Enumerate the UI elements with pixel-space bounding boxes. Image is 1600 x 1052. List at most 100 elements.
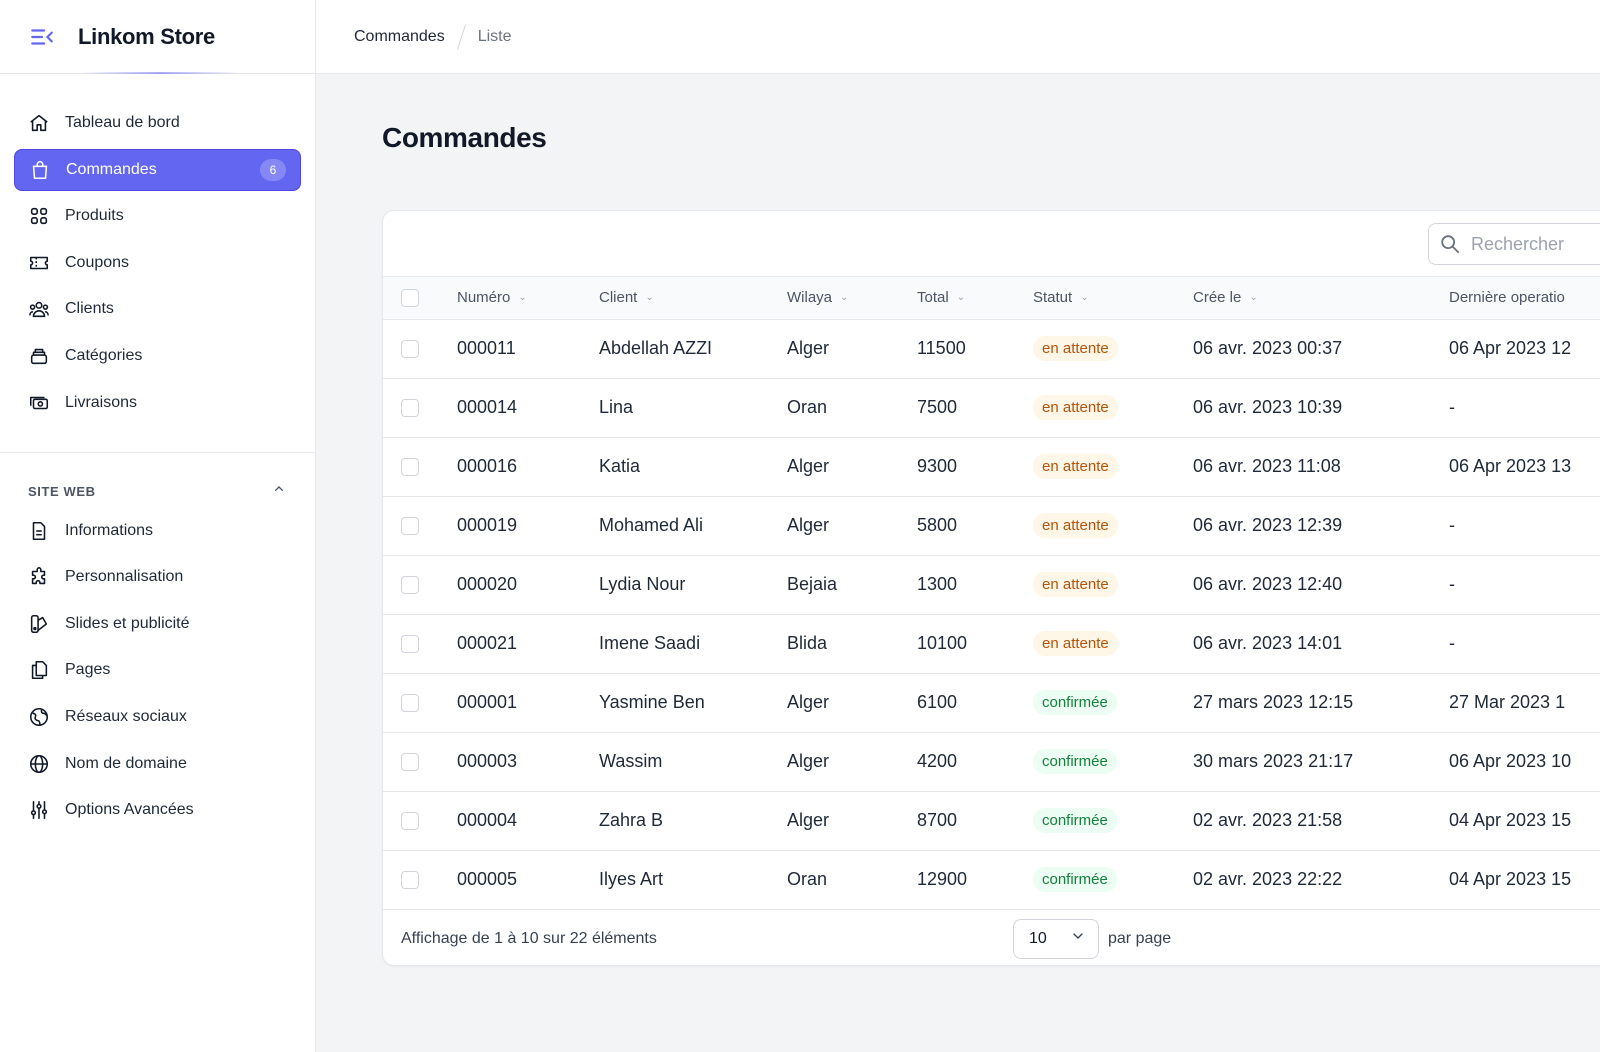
cell-client: Katia (599, 456, 641, 476)
cell-wilaya: Alger (787, 692, 830, 712)
globe-icon (28, 753, 50, 775)
site-web-nav: Informations Personnalisation Slides et … (0, 510, 315, 832)
cell-client: Yasmine Ben (599, 692, 705, 712)
sidebar-item-orders[interactable]: Commandes 6 (14, 148, 301, 191)
sidebar-item-label: Coupons (65, 253, 130, 271)
site-web-section-header[interactable]: SITE WEB (0, 453, 315, 510)
cell-cree-le: 06 avr. 2023 00:37 (1193, 338, 1343, 358)
cell-cree-le: 06 avr. 2023 11:08 (1193, 456, 1341, 476)
sidebar-item-dashboard[interactable]: Tableau de bord (14, 102, 301, 144)
sort-chevron-icon: ⌄ (840, 292, 849, 304)
users-icon (28, 298, 50, 320)
table-row[interactable]: 000021 Imene Saadi Blida 10100 en attente 06 … (383, 614, 1600, 673)
brand-header: Linkom Store (0, 0, 315, 74)
sidebar-item-label: Livraisons (65, 393, 138, 411)
sidebar-item-domain[interactable]: Nom de domaine (14, 743, 301, 785)
cell-client: Ilyes Art (599, 869, 664, 889)
grid-icon (28, 205, 50, 227)
cell-cree-le: 06 avr. 2023 14:01 (1193, 633, 1343, 653)
table-row[interactable]: 000014 Lina Oran 7500 en attente 06 avr. 2023… (383, 378, 1600, 437)
row-checkbox[interactable] (401, 753, 419, 772)
chevron-up-icon[interactable] (271, 481, 287, 502)
search-box[interactable] (1428, 223, 1600, 265)
sidebar-item-clients[interactable]: Clients (14, 288, 301, 330)
sidebar-item-pages[interactable]: Pages (14, 649, 301, 691)
sidebar-item-advanced[interactable]: Options Avancées (14, 789, 301, 831)
table-toolbar (383, 211, 1600, 277)
cell-cree-le: 06 avr. 2023 12:39 (1193, 515, 1343, 535)
column-header-client[interactable]: Client ⌄ (599, 289, 654, 307)
row-checkbox[interactable] (401, 399, 419, 418)
sidebar-item-social[interactable]: Réseaux sociaux (14, 696, 301, 738)
table-row[interactable]: 000003 Wassim Alger 4200 confirmée 30 mars 20… (383, 732, 1600, 791)
status-badge: en attente (1033, 631, 1118, 656)
sidebar-item-coupons[interactable]: Coupons (14, 242, 301, 284)
sidebar-item-categories[interactable]: Catégories (14, 335, 301, 377)
sidebar-item-personnalisation[interactable]: Personnalisation (14, 556, 301, 598)
status-badge: en attente (1033, 572, 1118, 597)
cell-wilaya: Oran (787, 397, 828, 417)
sort-chevron-icon: ⌄ (956, 292, 966, 304)
sidebar-item-label: Nom de domaine (65, 754, 187, 772)
row-checkbox[interactable] (401, 517, 419, 536)
search-input[interactable] (1471, 233, 1600, 255)
collapse-menu-icon[interactable] (28, 23, 56, 51)
status-badge: confirmée (1033, 867, 1117, 892)
breadcrumb-orders[interactable]: Commandes (354, 27, 445, 45)
column-header-wilaya[interactable]: Wilaya ⌄ (787, 289, 849, 307)
column-header-statut[interactable]: Statut ⌄ (1033, 289, 1089, 307)
shopping-bag-icon (29, 159, 51, 181)
row-checkbox[interactable] (401, 576, 419, 595)
cell-numero: 000019 (457, 515, 518, 535)
table-row[interactable]: 000020 Lydia Nour Bejaia 1300 en attente 06 a… (383, 555, 1600, 614)
row-checkbox[interactable] (401, 635, 419, 654)
cell-cree-le: 02 avr. 2023 21:58 (1193, 810, 1343, 830)
column-header-total[interactable]: Total ⌄ (917, 289, 966, 307)
table-row[interactable]: 000016 Katia Alger 9300 en attente 06 avr. 20… (383, 437, 1600, 496)
chevron-down-icon (1070, 928, 1086, 949)
sidebar-item-label: Options Avancées (65, 801, 194, 819)
row-checkbox[interactable] (401, 458, 419, 477)
cell-client: Abdellah AZZI (599, 338, 713, 358)
row-checkbox[interactable] (401, 694, 419, 713)
cell-total: 11500 (917, 338, 966, 358)
per-page-control: 10 par page (1013, 918, 1171, 959)
column-header-numero[interactable]: Numéro ⌄ (457, 289, 527, 307)
cell-wilaya: Bejaia (787, 574, 838, 594)
table-row[interactable]: 000019 Mohamed Ali Alger 5800 en attente 06 a… (383, 496, 1600, 555)
sidebar-item-label: Pages (65, 661, 111, 679)
column-header-derniere-operation[interactable]: Dernière operatio (1449, 289, 1565, 307)
table-footer: Affichage de 1 à 10 sur 22 éléments 10 p… (383, 910, 1600, 966)
cell-numero: 000004 (457, 810, 518, 830)
cell-cree-le: 02 avr. 2023 22:22 (1193, 869, 1343, 889)
sidebar-item-informations[interactable]: Informations (14, 510, 301, 552)
cell-total: 8700 (917, 810, 958, 830)
sidebar-item-products[interactable]: Produits (14, 195, 301, 237)
page-title: Commandes (382, 122, 547, 153)
sidebar-item-slides[interactable]: Slides et publicité (14, 603, 301, 645)
status-badge: confirmée (1033, 808, 1117, 833)
sidebar-item-deliveries[interactable]: Livraisons (14, 382, 301, 424)
row-checkbox[interactable] (401, 871, 419, 890)
cell-client: Imene Saadi (599, 633, 701, 653)
swatch-icon (28, 613, 50, 635)
select-all-checkbox[interactable] (401, 288, 419, 307)
table-row[interactable]: 000001 Yasmine Ben Alger 6100 confirmée 27 ma… (383, 673, 1600, 732)
table-row[interactable]: 000005 Ilyes Art Oran 12900 confirmée 02 avr.… (383, 850, 1600, 909)
ticket-icon (28, 252, 50, 274)
table-row[interactable]: 000011 Abdellah AZZI Alger 11500 en attente 0… (383, 319, 1600, 378)
sort-chevron-icon: ⌄ (1080, 292, 1089, 304)
cell-wilaya: Alger (787, 456, 830, 476)
table-row[interactable]: 000004 Zahra B Alger 8700 confirmée 02 avr. 2… (383, 791, 1600, 850)
document-icon (28, 520, 50, 542)
cell-total: 4200 (917, 751, 958, 771)
row-checkbox[interactable] (401, 340, 419, 359)
sidebar-item-label: Catégories (65, 346, 143, 364)
puzzle-icon (28, 566, 50, 588)
row-checkbox[interactable] (401, 812, 419, 831)
per-page-select[interactable]: 10 (1013, 918, 1099, 959)
column-header-cree-le[interactable]: Crée le ⌄ (1193, 289, 1258, 307)
cell-wilaya: Alger (787, 515, 830, 535)
section-label: SITE WEB (28, 483, 96, 499)
cell-wilaya: Blida (787, 633, 828, 653)
